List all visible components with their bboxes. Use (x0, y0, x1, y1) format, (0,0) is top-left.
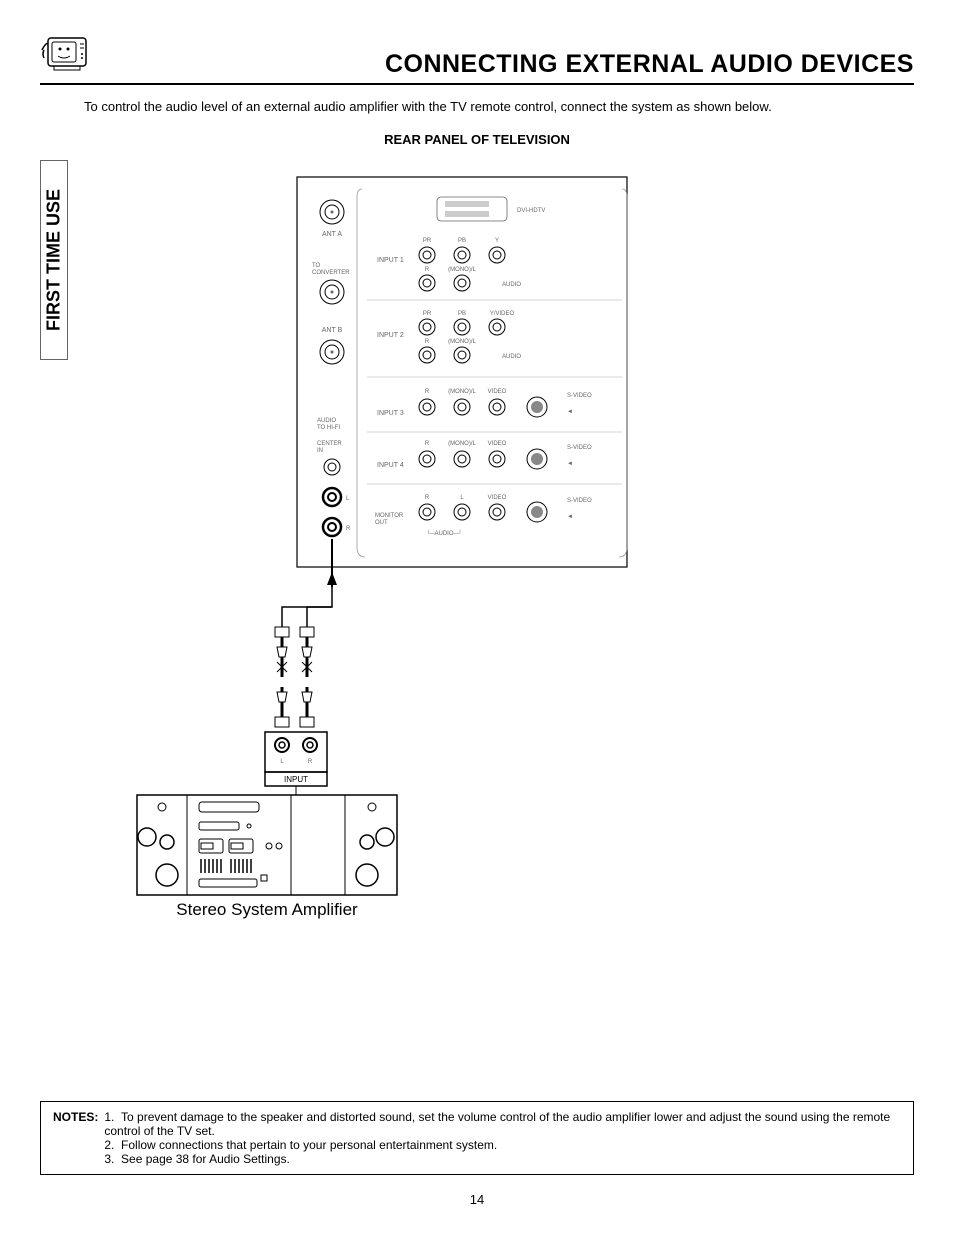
svg-text:PR: PR (423, 311, 432, 317)
section-tab: FIRST TIME USE (40, 160, 68, 360)
monitor-out-row: MONITOROUT R L VIDEO S-VIDEO ◄ └─AUDIO─┘ (375, 495, 592, 537)
svg-text:Y: Y (495, 238, 499, 244)
page-title: CONNECTING EXTERNAL AUDIO DEVICES (385, 50, 914, 79)
amplifier-body (137, 795, 397, 895)
svg-text:VIDEO: VIDEO (488, 389, 507, 395)
to-converter-jack (320, 280, 344, 304)
svg-text:◄: ◄ (567, 461, 573, 467)
intro-paragraph: To control the audio level of an externa… (84, 99, 914, 114)
center-in-jack (324, 459, 340, 475)
svg-text:INPUT 1: INPUT 1 (377, 257, 404, 264)
svg-text:PB: PB (458, 311, 466, 317)
svg-text:(MONO)/L: (MONO)/L (448, 339, 476, 345)
svg-text:(MONO)/L: (MONO)/L (448, 389, 476, 395)
svg-text:R: R (425, 389, 430, 395)
svg-text:S-VIDEO: S-VIDEO (567, 445, 592, 451)
svg-text:L: L (346, 496, 350, 502)
rear-panel-title: REAR PANEL OF TELEVISION (40, 132, 914, 147)
svg-text:└─AUDIO─┘: └─AUDIO─┘ (426, 529, 462, 537)
svg-text:S-VIDEO: S-VIDEO (567, 498, 592, 504)
input-3-row: INPUT 3 R (MONO)/L VIDEO S-VIDEO ◄ (377, 389, 592, 417)
notes-box: NOTES: 1. To prevent damage to the speak… (40, 1101, 914, 1175)
audio-hifi-label: AUDIOTO HI-FI (317, 418, 341, 431)
svg-text:PR: PR (423, 238, 432, 244)
svg-text:L: L (280, 759, 284, 765)
svg-text:(MONO)/L: (MONO)/L (448, 441, 476, 447)
svg-text:INPUT 3: INPUT 3 (377, 410, 404, 417)
svg-text:INPUT: INPUT (284, 775, 308, 784)
svg-text:VIDEO: VIDEO (488, 441, 507, 447)
notes-label: NOTES: (53, 1110, 98, 1166)
input-1-row: INPUT 1 PR PB Y R (MONO)/L AUDIO (377, 238, 521, 291)
svg-text:S-VIDEO: S-VIDEO (567, 393, 592, 399)
svg-text:DVI-HDTV: DVI-HDTV (517, 208, 545, 214)
svg-text:R: R (308, 759, 313, 765)
ant-a-jack: ANT A (320, 200, 344, 238)
connection-diagram: ANT A TOCONVERTER ANT B AUDIOTO HI-FI CE… (0, 167, 914, 947)
hifi-r-jack: R (323, 518, 351, 536)
svg-text:Y/VIDEO: Y/VIDEO (490, 311, 515, 317)
to-converter-label: TOCONVERTER (312, 263, 350, 276)
input-4-row: INPUT 4 R (MONO)/L VIDEO S-VIDEO ◄ (377, 441, 592, 469)
svg-text:INPUT 4: INPUT 4 (377, 462, 404, 469)
svg-text:R: R (425, 495, 430, 501)
svg-text:INPUT 2: INPUT 2 (377, 332, 404, 339)
svg-text:R: R (425, 339, 430, 345)
note-item: 1. To prevent damage to the speaker and … (104, 1110, 901, 1138)
svg-text:R: R (346, 526, 351, 532)
svg-text:AUDIO: AUDIO (502, 354, 521, 360)
svg-text:ANT A: ANT A (322, 231, 342, 238)
center-in-label: CENTERIN (317, 441, 342, 454)
svg-text:AUDIO: AUDIO (502, 282, 521, 288)
svg-text:L: L (460, 495, 464, 501)
svg-text:◄: ◄ (567, 514, 573, 520)
note-item: 2. Follow connections that pertain to yo… (104, 1138, 901, 1152)
svg-text:(MONO)/L: (MONO)/L (448, 267, 476, 273)
dvi-hdtv: DVI-HDTV (437, 197, 545, 221)
amplifier-caption: Stereo System Amplifier (176, 900, 358, 919)
ant-b-jack (320, 340, 344, 364)
svg-text:PB: PB (458, 238, 466, 244)
svg-text:◄: ◄ (567, 409, 573, 415)
page-number: 14 (0, 1192, 954, 1207)
svg-text:MONITOROUT: MONITOROUT (375, 513, 404, 526)
amp-input-panel: L R INPUT (265, 732, 327, 786)
svg-text:VIDEO: VIDEO (488, 495, 507, 501)
input-2-row: INPUT 2 PR PB Y/VIDEO R (MONO)/L AUDIO (377, 311, 521, 363)
svg-text:R: R (425, 441, 430, 447)
tv-icon (40, 30, 92, 79)
hifi-l-jack: L (323, 488, 350, 506)
page-header: CONNECTING EXTERNAL AUDIO DEVICES (40, 30, 914, 85)
note-item: 3. See page 38 for Audio Settings. (104, 1152, 901, 1166)
svg-text:R: R (425, 267, 430, 273)
ant-b-label: ANT B (322, 327, 343, 334)
